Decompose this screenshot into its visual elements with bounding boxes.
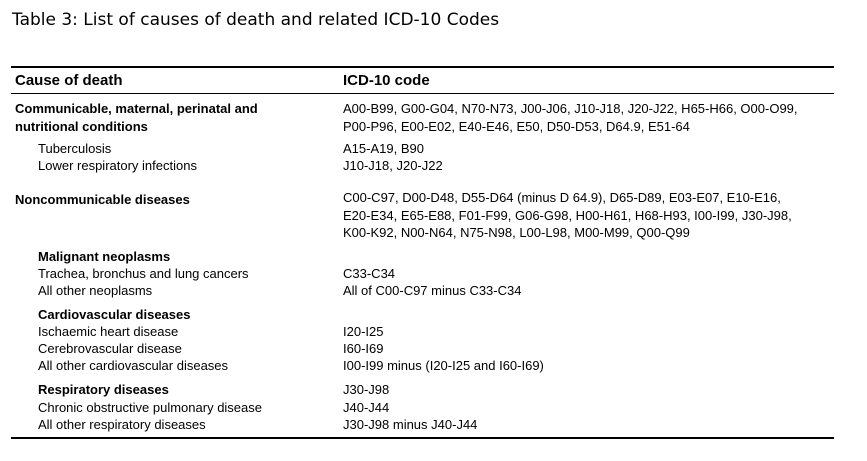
code-cerebrovascular: I60-I69 (343, 341, 384, 356)
table-caption: Table 3: List of causes of death and rel… (12, 10, 500, 30)
cause-copd: Chronic obstructive pulmonary disease (38, 400, 262, 415)
table-header-rule (11, 93, 834, 94)
code-noncommunicable-line-3: K00-K92, N00-N64, N75-N98, L00-L98, M00-… (343, 225, 690, 240)
cause-other-neoplasms: All other neoplasms (38, 283, 153, 298)
code-respiratory-diseases: J30-J98 (343, 382, 390, 397)
cause-lower-respiratory: Lower respiratory infections (38, 158, 197, 173)
code-ischaemic-heart: I20-I25 (343, 324, 384, 339)
cause-noncommunicable: Noncommunicable diseases (15, 192, 190, 207)
cause-malignant-neoplasms: Malignant neoplasms (38, 249, 171, 264)
cause-respiratory-diseases: Respiratory diseases (38, 382, 169, 397)
cause-tuberculosis: Tuberculosis (38, 141, 112, 156)
cause-lung-cancers: Trachea, bronchus and lung cancers (38, 266, 249, 281)
cause-ischaemic-heart: Ischaemic heart disease (38, 324, 179, 339)
cause-other-cardiovascular: All other cardiovascular diseases (38, 358, 229, 373)
code-noncommunicable-line-2: E20-E34, E65-E88, F01-F99, G06-G98, H00-… (343, 207, 792, 223)
cause-communicable-line-1: Communicable, maternal, perinatal and (15, 101, 258, 116)
code-noncommunicable-line-1: C00-C97, D00-D48, D55-D64 (minus D 64.9)… (343, 190, 781, 205)
code-communicable-line-1: A00-B99, G00-G04, N70-N73, J00-J06, J10-… (343, 101, 798, 116)
header-cause-of-death: Cause of death (15, 72, 123, 89)
code-lung-cancers: C33-C34 (343, 266, 396, 281)
code-other-neoplasms: All of C00-C97 minus C33-C34 (343, 283, 522, 298)
header-icd10-code: ICD-10 code (343, 72, 430, 89)
table-top-rule (11, 66, 834, 68)
cause-communicable-line-2: nutritional conditions (15, 118, 148, 134)
table-bottom-rule (11, 437, 834, 439)
code-tuberculosis: A15-A19, B90 (343, 141, 424, 156)
cause-cardiovascular-diseases: Cardiovascular diseases (38, 307, 191, 322)
cause-cerebrovascular: Cerebrovascular disease (38, 341, 182, 356)
code-other-cardiovascular: I00-I99 minus (I20-I25 and I60-I69) (343, 358, 544, 373)
code-other-respiratory: J30-J98 minus J40-J44 (343, 417, 478, 432)
cause-other-respiratory: All other respiratory diseases (38, 417, 206, 432)
code-communicable-line-2: P00-P96, E00-E02, E40-E46, E50, D50-D53,… (343, 118, 690, 134)
code-lower-respiratory: J10-J18, J20-J22 (343, 158, 443, 173)
code-copd: J40-J44 (343, 400, 390, 415)
